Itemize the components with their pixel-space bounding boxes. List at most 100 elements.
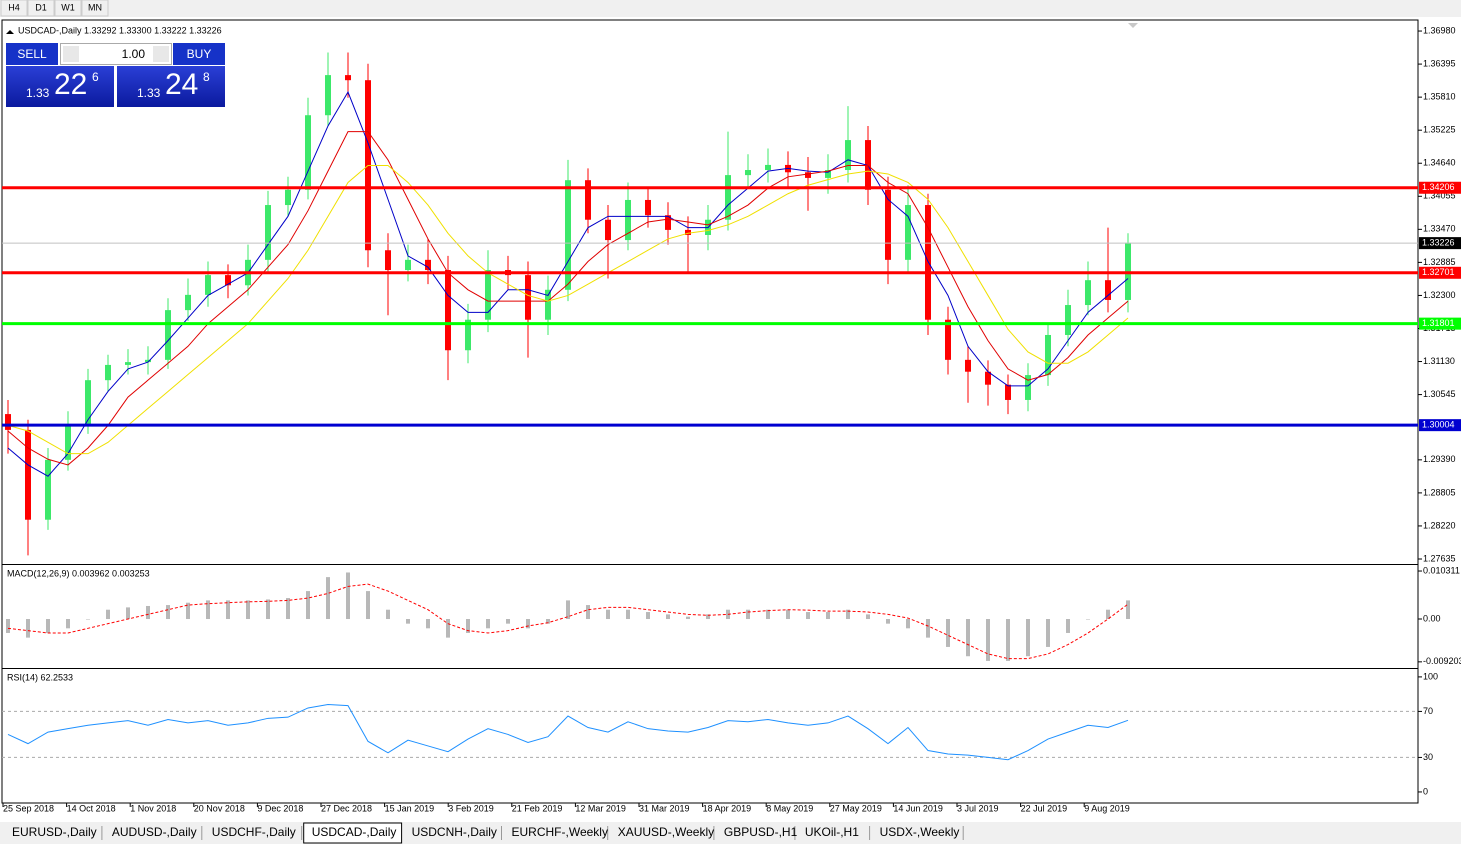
symbol-tab[interactable] bbox=[203, 824, 302, 842]
moving-average bbox=[7, 90, 1129, 477]
candle-body bbox=[1085, 280, 1091, 306]
candle-body bbox=[265, 205, 271, 260]
macd-bar bbox=[106, 609, 110, 620]
x-tick-label: 27 Dec 2018 bbox=[321, 803, 372, 813]
candle-body bbox=[345, 75, 351, 81]
sell-button[interactable]: SELL bbox=[6, 43, 58, 65]
candle-body bbox=[945, 319, 951, 360]
buy-button[interactable]: BUY bbox=[173, 43, 225, 65]
candle-body bbox=[145, 359, 151, 363]
macd-bar bbox=[626, 609, 630, 620]
macd-bar bbox=[126, 607, 130, 620]
y-tick-label: 1.29390 bbox=[1423, 454, 1456, 464]
macd-bar bbox=[226, 600, 230, 620]
candle-body bbox=[765, 164, 771, 171]
macd-bar bbox=[546, 619, 550, 624]
y-tick-label: 0.00 bbox=[1423, 613, 1441, 623]
macd-bar bbox=[606, 609, 610, 620]
x-tick-label: 14 Jun 2019 bbox=[893, 803, 943, 813]
y-tick-label: 1.36395 bbox=[1423, 58, 1456, 68]
candle-body bbox=[965, 359, 971, 372]
macd-bar bbox=[1106, 609, 1110, 620]
quote-big: 1.33 bbox=[137, 86, 161, 100]
timeframe-label: H4 bbox=[8, 2, 20, 12]
timeframe-label: W1 bbox=[61, 2, 75, 12]
macd-bar bbox=[946, 619, 950, 647]
macd-bar bbox=[766, 609, 770, 620]
macd-bar bbox=[566, 600, 570, 620]
y-tick-label: 1.32885 bbox=[1423, 257, 1456, 267]
candle-body bbox=[605, 219, 611, 241]
chart-title: USDCAD-,Daily 1.33292 1.33300 1.33222 1.… bbox=[18, 25, 222, 35]
macd-bar bbox=[26, 619, 30, 638]
buy-quote[interactable]: 1.33 24 8 bbox=[117, 66, 225, 107]
y-tick-label: 1.35810 bbox=[1423, 92, 1456, 102]
timeframe-button[interactable] bbox=[81, 0, 109, 17]
level-tag bbox=[1419, 419, 1461, 432]
symbol-tab-label: EURCHF-,Weekly bbox=[512, 825, 608, 839]
macd-bar bbox=[66, 619, 70, 629]
candle-body bbox=[25, 429, 31, 520]
timeframe-button[interactable] bbox=[54, 0, 82, 17]
macd-bar bbox=[986, 619, 990, 661]
symbol-tab[interactable] bbox=[303, 822, 403, 844]
rsi-line bbox=[7, 704, 1129, 761]
candle-body bbox=[545, 289, 551, 320]
y-tick-label: 1.34640 bbox=[1423, 158, 1456, 168]
macd-bar bbox=[526, 619, 530, 629]
x-tick-label: 20 Nov 2018 bbox=[194, 803, 245, 813]
candle-body bbox=[665, 215, 671, 230]
timeframe-button[interactable] bbox=[0, 0, 28, 17]
lots-value: 1.00 bbox=[121, 47, 145, 61]
candle-body bbox=[725, 175, 731, 220]
macd-bar bbox=[486, 619, 490, 629]
current-price-label: 1.33226 bbox=[1422, 237, 1455, 247]
macd-bar bbox=[826, 612, 830, 620]
lots-down[interactable] bbox=[63, 46, 79, 62]
symbol-tab[interactable] bbox=[103, 824, 202, 842]
macd-title: MACD(12,26,9) 0.003962 0.003253 bbox=[7, 568, 150, 578]
y-tick-label: 1.28220 bbox=[1423, 520, 1456, 530]
symbol-tab[interactable] bbox=[871, 824, 964, 842]
macd-signal bbox=[7, 583, 1129, 660]
candle-body bbox=[185, 294, 191, 311]
macd-bar bbox=[426, 619, 430, 629]
symbol-tab[interactable] bbox=[715, 824, 795, 842]
macd-bar bbox=[886, 619, 890, 624]
candle-body bbox=[905, 205, 911, 260]
y-tick-label: 1.31130 bbox=[1423, 356, 1455, 366]
collapse-icon[interactable] bbox=[6, 30, 14, 34]
macd-bar bbox=[586, 605, 590, 620]
symbol-tab-label: EURUSD-,Daily bbox=[12, 825, 97, 839]
candle-body bbox=[845, 140, 851, 171]
moving-average bbox=[7, 131, 1129, 466]
candle-body bbox=[565, 180, 571, 290]
symbol-tab[interactable] bbox=[403, 824, 502, 842]
candle-body bbox=[745, 170, 751, 176]
sell-quote[interactable]: 1.33 22 6 bbox=[6, 66, 114, 107]
macd-bar bbox=[1066, 619, 1070, 633]
quote-pips: 22 bbox=[54, 68, 88, 101]
candle-body bbox=[1065, 305, 1071, 335]
candle-body bbox=[285, 189, 291, 206]
candle-body bbox=[1105, 280, 1111, 300]
candle-body bbox=[445, 270, 451, 351]
timeframe-button[interactable] bbox=[27, 0, 55, 17]
candle-body bbox=[865, 140, 871, 190]
symbol-tab[interactable] bbox=[796, 824, 870, 842]
candle-body bbox=[225, 275, 231, 286]
macd-bar bbox=[846, 609, 850, 620]
x-tick-label: 18 Apr 2019 bbox=[703, 803, 752, 813]
symbol-tab[interactable] bbox=[503, 824, 608, 842]
candle-body bbox=[385, 250, 391, 271]
lots-input[interactable]: 1.00 bbox=[60, 43, 172, 65]
lots-up[interactable] bbox=[153, 46, 169, 62]
y-tick-label: 70 bbox=[1423, 706, 1433, 716]
quote-point: 6 bbox=[92, 70, 99, 84]
y-tick-label: 1.30545 bbox=[1423, 389, 1456, 399]
symbol-tab[interactable] bbox=[609, 824, 714, 842]
candle-body bbox=[125, 362, 131, 365]
symbol-tab[interactable] bbox=[4, 824, 102, 842]
x-tick-label: 22 Jul 2019 bbox=[1021, 803, 1068, 813]
